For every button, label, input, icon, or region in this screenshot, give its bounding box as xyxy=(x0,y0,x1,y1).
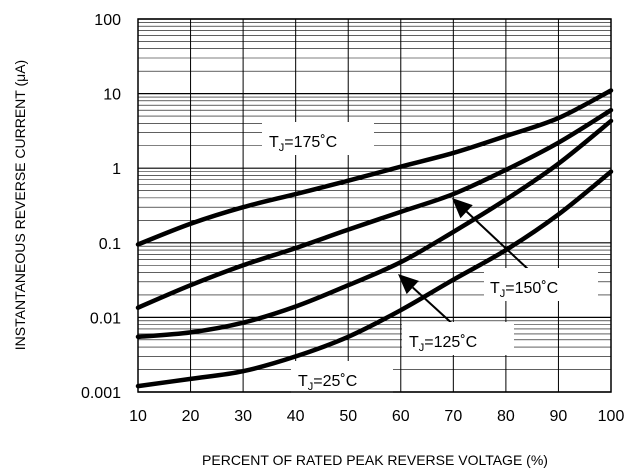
x-tick-label: 20 xyxy=(182,408,200,425)
series-layer xyxy=(135,88,614,389)
x-tick-label: 30 xyxy=(234,408,252,425)
y-tick-label: 0.1 xyxy=(99,236,121,253)
annotation-arrow-shaft xyxy=(412,286,457,328)
annotation-subscript: J xyxy=(500,288,506,300)
y-tick-label: 0.01 xyxy=(90,310,121,327)
annotation-subscript: J xyxy=(308,381,314,393)
annotation-arrow-head xyxy=(452,198,473,219)
annotation-prefix: T xyxy=(409,334,419,351)
x-tick-label: 60 xyxy=(392,408,410,425)
annotation-suffix: =25˚C xyxy=(313,373,357,390)
annotation-label-tj175: TJ=175˚C xyxy=(269,134,337,154)
annotation-label-bg xyxy=(262,122,374,155)
x-tick-label: 10 xyxy=(129,408,147,425)
y-tick-label: 100 xyxy=(94,12,121,29)
annotation-suffix: =150˚C xyxy=(505,280,558,297)
y-tick-label: 0.001 xyxy=(81,385,121,402)
x-tick-label: 90 xyxy=(550,408,568,425)
series-line-tj150 xyxy=(135,107,614,310)
annotation-prefix: T xyxy=(269,134,279,151)
x-tick-label: 50 xyxy=(339,408,357,425)
annotation-label-bg xyxy=(484,268,598,301)
annotation-label-tj25: TJ=25˚C xyxy=(298,373,357,393)
x-tick-label: 70 xyxy=(444,408,462,425)
series-line-tj25 xyxy=(135,169,614,389)
annotation-suffix: =175˚C xyxy=(284,134,337,151)
annotation-subscript: J xyxy=(419,342,425,354)
major-gridlines xyxy=(137,18,612,393)
annotation-label-bg xyxy=(402,322,514,355)
plot-frame xyxy=(137,18,612,393)
annotation-label-tj125: TJ=125˚C xyxy=(409,334,477,354)
y-axis-tick-labels: 0.001 0.01 0.1 1 10 100 xyxy=(81,12,121,402)
x-tick-label: 40 xyxy=(287,408,305,425)
annotation-label-bg xyxy=(291,361,393,394)
annotation-label-tj150: TJ=150˚C xyxy=(490,280,558,300)
series-line-tj125 xyxy=(135,118,614,340)
y-tick-label: 1 xyxy=(112,161,121,178)
annotation-prefix: T xyxy=(490,280,500,297)
annotation-arrows xyxy=(398,198,531,328)
annotation-labels: TJ=175˚CTJ=150˚CTJ=125˚CTJ=25˚C xyxy=(262,122,598,394)
annotation-arrow-head xyxy=(398,274,419,295)
series-line-tj175 xyxy=(135,88,614,247)
annotation-arrow-shaft xyxy=(465,210,531,272)
x-axis-title: PERCENT OF RATED PEAK REVERSE VOLTAGE (%… xyxy=(202,452,548,468)
x-tick-label: 100 xyxy=(598,408,625,425)
y-axis-title: INSTANTANEOUS REVERSE CURRENT (μA) xyxy=(12,60,28,350)
annotation-prefix: T xyxy=(298,373,308,390)
y-tick-label: 10 xyxy=(103,87,121,104)
annotation-suffix: =125˚C xyxy=(424,334,477,351)
annotation-subscript: J xyxy=(279,142,285,154)
x-tick-label: 80 xyxy=(497,408,515,425)
x-axis-tick-labels: 10 20 30 40 50 60 70 80 90 100 xyxy=(129,408,624,425)
